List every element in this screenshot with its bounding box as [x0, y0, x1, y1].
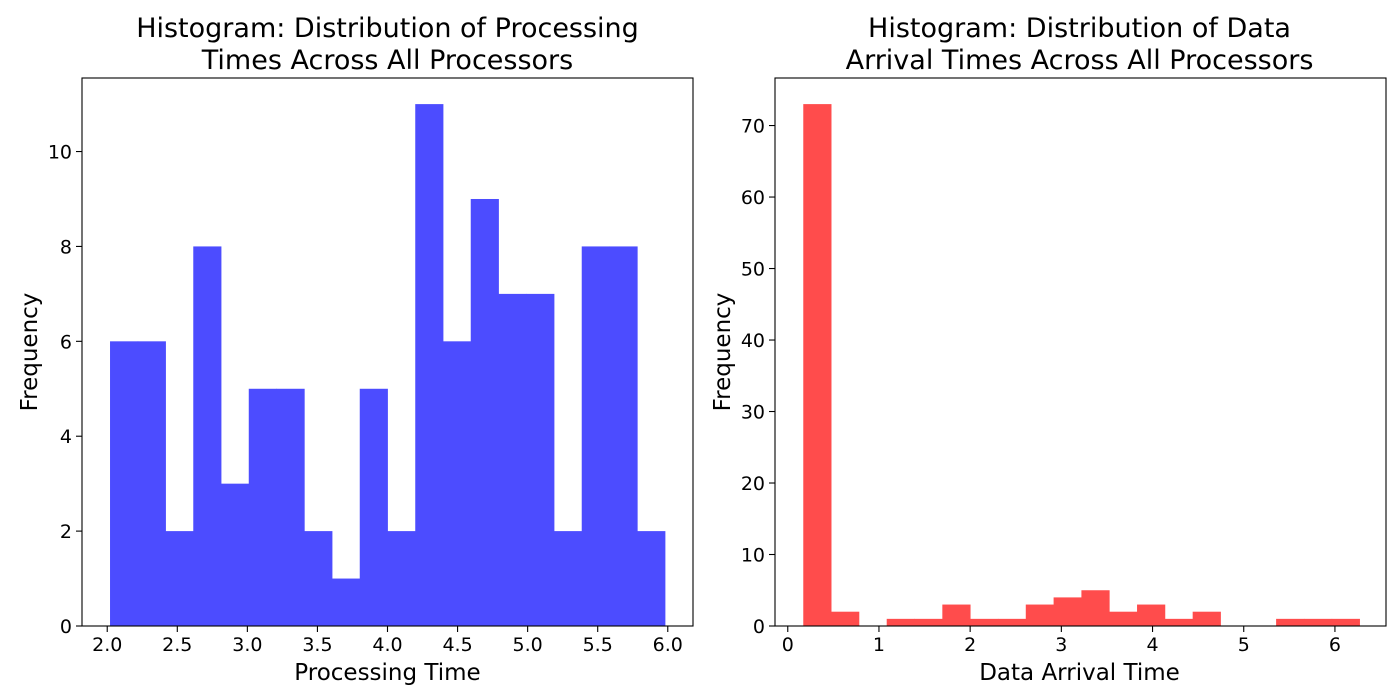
histogram-bar: [1053, 597, 1082, 626]
plot-frame: [774, 77, 1387, 627]
histogram-bar: [970, 618, 999, 626]
y-tick-label: 8: [60, 236, 72, 258]
x-tick-label: 2.5: [162, 634, 192, 656]
histogram-bar: [581, 246, 610, 626]
histogram-bar: [942, 604, 971, 626]
data-arrival-time-histogram: Histogram: Distribution of Data Arrival …: [710, 13, 1387, 686]
histogram-bar: [997, 618, 1027, 626]
x-tick-label: 3.0: [232, 634, 262, 656]
y-tick-label: 2: [60, 521, 72, 543]
histogram-bar: [498, 293, 527, 626]
y-tick-label: 70: [741, 116, 765, 138]
y-tick-label: 0: [60, 616, 72, 638]
y-axis-label: Frequency: [710, 293, 736, 412]
x-tick-label: 3.5: [302, 634, 332, 656]
histogram-bar: [1192, 611, 1221, 626]
histogram-bar: [332, 578, 361, 626]
x-axis-ticks: 0 1 2 3 4 5 6: [782, 626, 1341, 656]
histogram-bar: [1025, 604, 1054, 626]
histogram-bar: [248, 388, 277, 626]
chart-title-line-1: Histogram: Distribution of Processing: [136, 13, 639, 44]
y-tick-label: 4: [60, 426, 72, 448]
histogram-bar: [415, 104, 444, 627]
histogram-bar: [886, 618, 915, 626]
histogram-bar: [553, 531, 583, 626]
histogram-bar: [470, 198, 499, 627]
histogram-bar: [609, 246, 638, 626]
y-tick-label: 50: [741, 259, 765, 281]
x-tick-label: 3: [1055, 634, 1067, 656]
histogram-bar: [193, 246, 222, 626]
x-axis-label: Data Arrival Time: [979, 660, 1180, 686]
x-tick-label: 1: [873, 634, 885, 656]
x-tick-label: 5: [1238, 634, 1250, 656]
x-tick-label: 5.5: [583, 634, 613, 656]
x-tick-label: 4: [1146, 634, 1158, 656]
histogram-bar: [137, 341, 166, 626]
chart-title-line-2: Times Across All Processors: [201, 45, 573, 76]
y-tick-label: 30: [741, 402, 765, 424]
histogram-bar: [276, 388, 305, 626]
y-tick-label: 10: [741, 545, 765, 567]
histogram-bars: [803, 104, 1360, 627]
histogram-bar: [1081, 590, 1110, 626]
y-tick-label: 6: [60, 331, 72, 353]
x-tick-label: 0: [782, 634, 794, 656]
histogram-bar: [526, 293, 555, 626]
histogram-bar: [359, 388, 388, 626]
y-tick-label: 20: [741, 473, 765, 495]
histogram-bar: [803, 104, 832, 627]
x-tick-label: 4.0: [372, 634, 402, 656]
y-tick-label: 10: [48, 142, 72, 164]
processing-time-histogram: Histogram: Distribution of Processing Ti…: [17, 13, 694, 686]
histogram-bar: [387, 531, 416, 626]
chart-title-line-2: Arrival Times Across All Processors: [846, 45, 1314, 76]
y-axis-label: Frequency: [17, 293, 43, 412]
histogram-bar: [221, 483, 250, 626]
histogram-bar: [442, 341, 472, 626]
histogram-bar: [637, 531, 666, 626]
y-axis-ticks: 0 10 20 30 40 50 60 70: [741, 116, 775, 638]
x-tick-label: 6.0: [653, 634, 683, 656]
y-tick-label: 40: [741, 330, 765, 352]
y-axis-ticks: 0 2 4 6 8 10: [48, 142, 82, 638]
histogram-bar: [831, 611, 860, 626]
histogram-bar: [1276, 618, 1305, 626]
x-axis-label: Processing Time: [294, 660, 480, 686]
x-tick-label: 2.0: [92, 634, 122, 656]
histogram-bar: [1164, 618, 1194, 626]
histogram-bar: [110, 341, 139, 626]
histogram-bar: [304, 531, 333, 626]
histogram-bar: [1331, 618, 1360, 626]
histogram-bar: [1137, 604, 1166, 626]
x-tick-label: 5.0: [513, 634, 543, 656]
x-tick-label: 6: [1329, 634, 1341, 656]
histogram-bar: [1303, 618, 1333, 626]
chart-title-line-1: Histogram: Distribution of Data: [868, 13, 1291, 44]
histogram-bar: [914, 618, 943, 626]
y-tick-label: 0: [753, 616, 765, 638]
x-axis-ticks: 2.0 2.5 3.0 3.5 4.0 4.5 5.0 5.5 6.0: [92, 626, 683, 656]
x-tick-label: 2: [964, 634, 976, 656]
histogram-bar: [1109, 611, 1138, 626]
histogram-bar: [165, 531, 194, 626]
histogram-bars: [110, 104, 666, 627]
x-tick-label: 4.5: [442, 634, 472, 656]
y-tick-label: 60: [741, 187, 765, 209]
